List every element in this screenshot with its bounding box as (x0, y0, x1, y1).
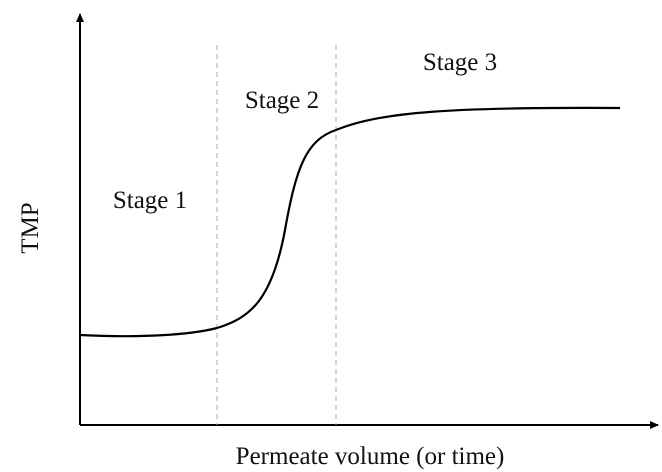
stage-label: Stage 1 (113, 187, 187, 214)
stage-label: Stage 2 (245, 87, 319, 114)
tmp-curve (79, 106, 621, 338)
y-axis-label: TMP (17, 202, 44, 253)
x-axis-label: Permeate volume (or time) (236, 443, 505, 470)
stage-label: Stage 3 (423, 49, 497, 76)
